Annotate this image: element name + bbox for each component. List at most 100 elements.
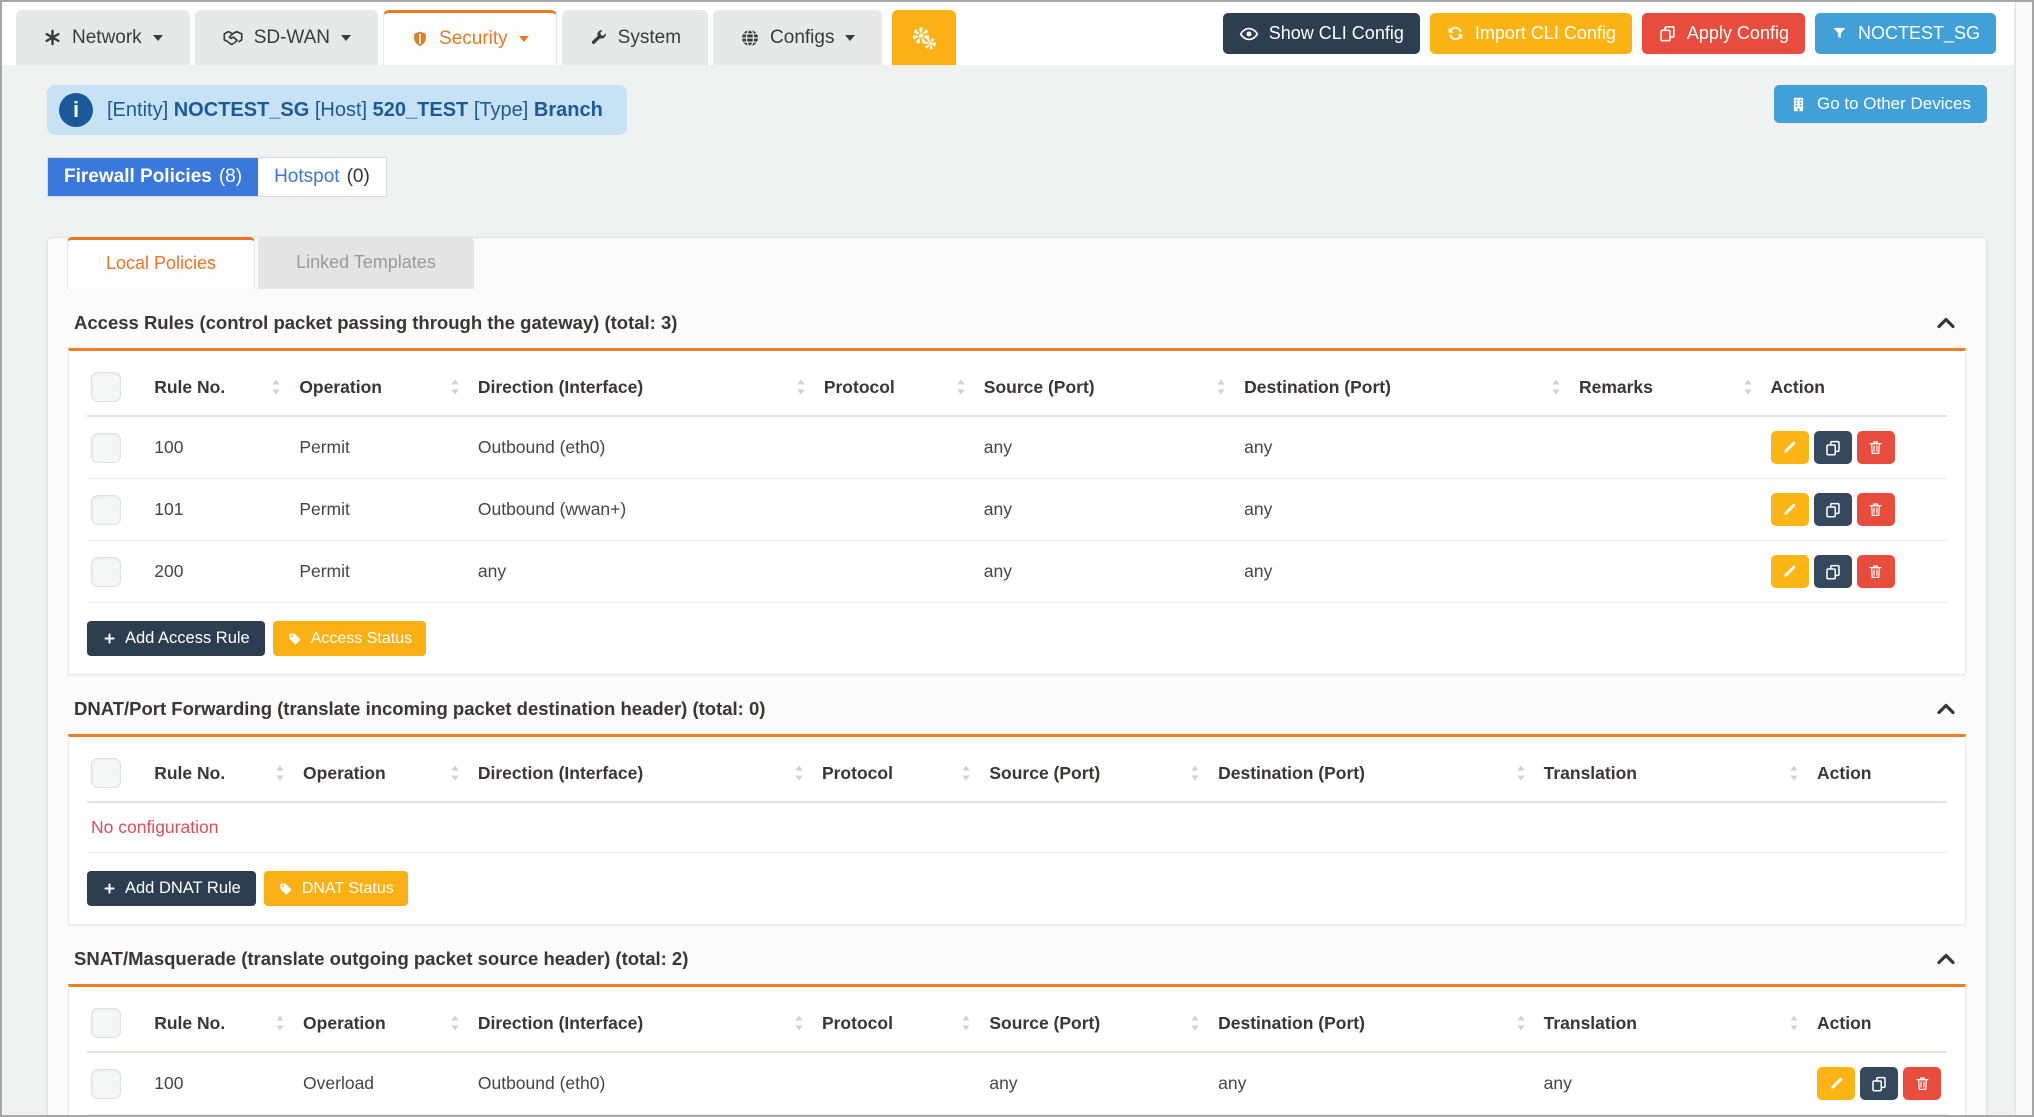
chevron-up-icon[interactable]: [1934, 947, 1958, 971]
edit-button[interactable]: [1770, 555, 1809, 588]
sort-icon[interactable]: [448, 1013, 462, 1033]
sort-icon[interactable]: [792, 1013, 806, 1033]
edit-button[interactable]: [1770, 493, 1809, 526]
sort-icon[interactable]: [1214, 377, 1228, 397]
sort-icon[interactable]: [959, 763, 973, 783]
add-dnat-rule-button[interactable]: Add DNAT Rule: [87, 871, 256, 906]
nav-tab-system[interactable]: System: [561, 10, 709, 65]
sort-icon[interactable]: [1787, 763, 1801, 783]
col-direction[interactable]: Direction (Interface): [473, 993, 818, 1053]
delete-button[interactable]: [1856, 493, 1895, 526]
nav-tab-network[interactable]: Network: [16, 10, 190, 65]
col-translation[interactable]: Translation: [1539, 743, 1814, 803]
sort-icon[interactable]: [273, 763, 287, 783]
tab-linked-templates[interactable]: Linked Templates: [258, 237, 474, 289]
sort-icon[interactable]: [269, 377, 283, 397]
col-source[interactable]: Source (Port): [985, 743, 1215, 803]
filter-icon: [1833, 27, 1846, 39]
tab-firewall-policies[interactable]: Firewall Policies (8): [48, 158, 259, 196]
col-destination[interactable]: Destination (Port): [1240, 357, 1575, 417]
delete-button[interactable]: [1856, 555, 1895, 588]
col-operation[interactable]: Operation: [295, 357, 474, 417]
col-source[interactable]: Source (Port): [979, 357, 1241, 417]
sort-icon[interactable]: [1514, 763, 1528, 783]
sort-icon[interactable]: [1741, 377, 1755, 397]
col-translation[interactable]: Translation: [1539, 993, 1814, 1053]
apply-config-button[interactable]: Apply Config: [1641, 13, 1805, 54]
col-protocol[interactable]: Protocol: [817, 743, 986, 803]
delete-button[interactable]: [1856, 431, 1895, 464]
col-remarks[interactable]: Remarks: [1574, 357, 1767, 417]
policies-card: Local Policies Linked Templates Access R…: [47, 237, 1987, 1115]
import-cli-config-button[interactable]: Import CLI Config: [1429, 13, 1632, 54]
copy-icon: [1870, 1075, 1888, 1093]
show-cli-config-button[interactable]: Show CLI Config: [1222, 13, 1420, 54]
col-destination[interactable]: Destination (Port): [1214, 993, 1540, 1053]
access-status-button[interactable]: Access Status: [272, 621, 427, 656]
sort-icon[interactable]: [959, 1013, 973, 1033]
select-all-checkbox[interactable]: [91, 1008, 121, 1038]
col-direction[interactable]: Direction (Interface): [473, 357, 820, 417]
banner-text: [Entity] NOCTEST_SG [Host] 520_TEST [Typ…: [107, 99, 603, 122]
col-direction[interactable]: Direction (Interface): [473, 743, 818, 803]
tab-hotspot[interactable]: Hotspot (0): [258, 158, 386, 196]
sort-icon[interactable]: [1188, 763, 1202, 783]
col-rule-no[interactable]: Rule No.: [150, 993, 300, 1053]
duplicate-button[interactable]: [1813, 431, 1852, 464]
select-all-checkbox[interactable]: [91, 758, 121, 788]
edit-button[interactable]: [1770, 431, 1809, 464]
cell-protocol: [819, 416, 980, 479]
duplicate-button[interactable]: [1813, 555, 1852, 588]
caret-down-icon: [845, 34, 856, 41]
duplicate-button[interactable]: [1860, 1067, 1899, 1100]
caret-down-icon: [152, 34, 163, 41]
sort-icon[interactable]: [448, 763, 462, 783]
col-protocol[interactable]: Protocol: [819, 357, 980, 417]
edit-button[interactable]: [1817, 1067, 1856, 1100]
col-destination[interactable]: Destination (Port): [1214, 743, 1540, 803]
host-value: 520_TEST: [372, 98, 469, 121]
sort-icon[interactable]: [1549, 377, 1563, 397]
nav-tab-configs[interactable]: Configs: [713, 10, 883, 65]
button-label: NOCTEST_SG: [1857, 23, 1980, 43]
col-protocol[interactable]: Protocol: [817, 993, 986, 1053]
nav-tab-security[interactable]: Security: [383, 10, 557, 65]
row-checkbox[interactable]: [91, 494, 121, 525]
col-select: [87, 357, 151, 417]
dnat-status-button[interactable]: DNAT Status: [263, 871, 408, 906]
row-checkbox[interactable]: [91, 432, 121, 463]
chevron-up-icon[interactable]: [1934, 311, 1958, 335]
row-checkbox[interactable]: [91, 556, 121, 587]
col-operation[interactable]: Operation: [299, 743, 474, 803]
device-filter-button[interactable]: NOCTEST_SG: [1814, 13, 1996, 54]
table-row: 101 Permit Outbound (wwan+) any any: [87, 478, 1947, 541]
chevron-up-icon[interactable]: [1934, 697, 1958, 721]
col-rule-no[interactable]: Rule No.: [150, 743, 300, 803]
col-rule-no[interactable]: Rule No.: [150, 357, 296, 417]
col-operation[interactable]: Operation: [299, 993, 474, 1053]
row-checkbox[interactable]: [91, 1068, 121, 1099]
sort-icon[interactable]: [794, 377, 808, 397]
sort-icon[interactable]: [792, 763, 806, 783]
nav-tab-label: Configs: [770, 26, 835, 48]
tab-local-policies[interactable]: Local Policies: [67, 237, 256, 289]
info-icon: i: [59, 93, 93, 127]
nav-tab-sdwan[interactable]: SD-WAN: [194, 10, 379, 65]
section-title: DNAT/Port Forwarding (translate incoming…: [74, 698, 766, 719]
sort-icon[interactable]: [1514, 1013, 1528, 1033]
copy-icon: [1660, 25, 1675, 42]
sort-icon[interactable]: [1188, 1013, 1202, 1033]
select-all-checkbox[interactable]: [91, 372, 121, 402]
settings-gear-button[interactable]: [892, 10, 957, 65]
sort-icon[interactable]: [954, 377, 968, 397]
duplicate-button[interactable]: [1813, 493, 1852, 526]
scrollbar[interactable]: [2015, 2, 2032, 1115]
sort-icon[interactable]: [273, 1013, 287, 1033]
sort-icon[interactable]: [1787, 1013, 1801, 1033]
no-configuration-text: No configuration: [87, 802, 1947, 853]
go-to-other-devices-button[interactable]: Go to Other Devices: [1773, 85, 1987, 123]
add-access-rule-button[interactable]: Add Access Rule: [87, 621, 265, 656]
col-source[interactable]: Source (Port): [985, 993, 1215, 1053]
delete-button[interactable]: [1903, 1067, 1942, 1100]
sort-icon[interactable]: [448, 377, 462, 397]
